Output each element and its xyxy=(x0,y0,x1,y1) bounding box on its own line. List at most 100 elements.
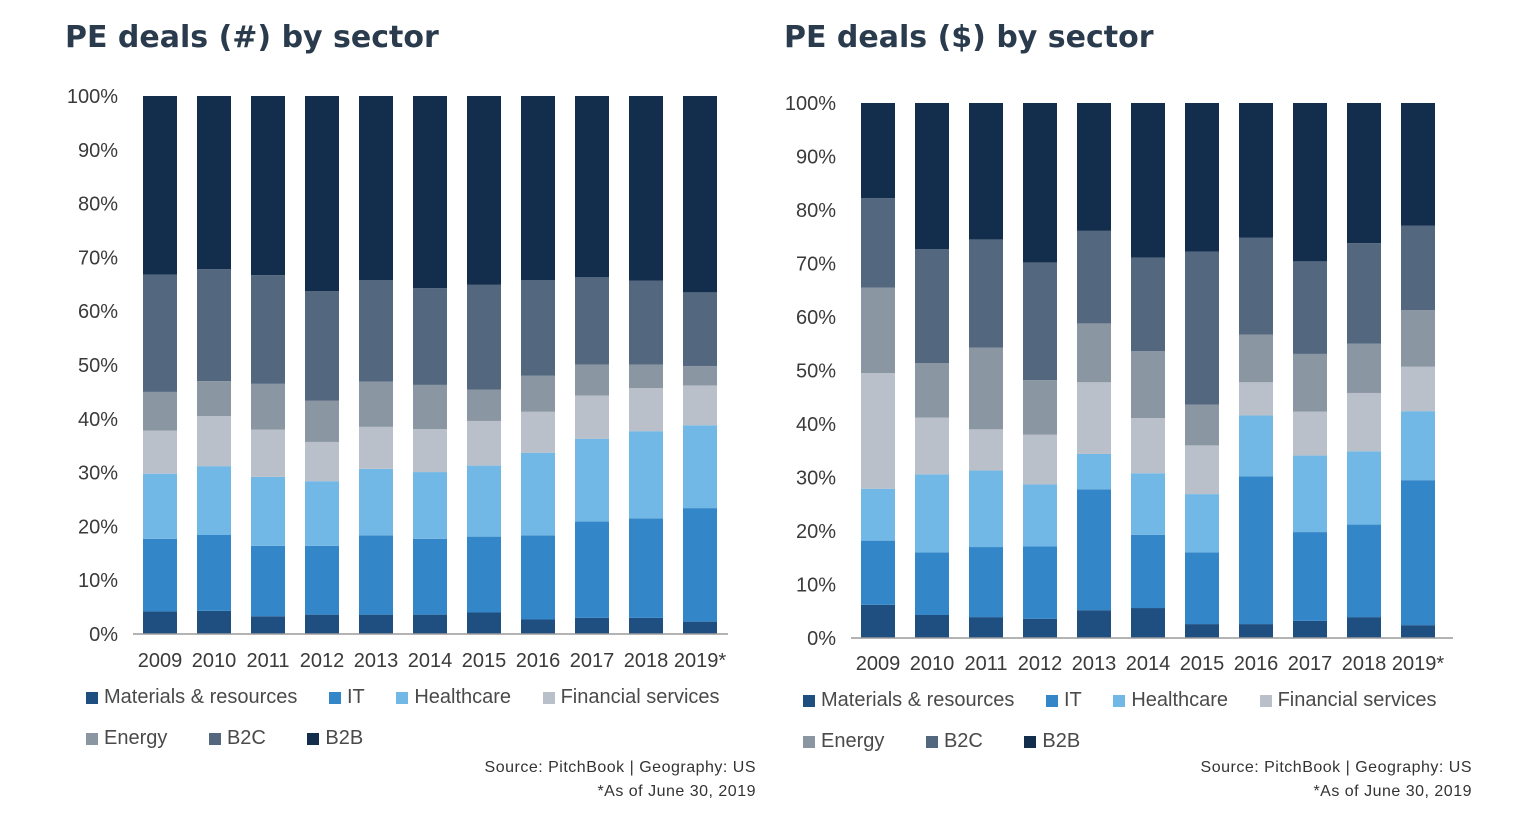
bar-segment-it-2019 xyxy=(1401,480,1435,626)
bar-segment-materials-resources-2014 xyxy=(1131,608,1165,638)
stacked-bar-chart-count: 0% 10% 20% 30% 40% 50% 60% 70% 80% 90% 100% 2009 201… xyxy=(67,86,728,672)
legend-item-energy: Energy xyxy=(803,730,884,753)
legend-swatch xyxy=(542,691,555,704)
bar-segment-b2c-2015 xyxy=(467,284,501,390)
bar-segment-b2b-2015 xyxy=(467,96,501,285)
x-tick-label: 2014 xyxy=(408,650,453,672)
bar-segment-materials-resources-2013 xyxy=(1077,610,1111,638)
y-tick-label: 10% xyxy=(796,575,836,597)
y-tick-label: 40% xyxy=(78,409,118,431)
bar-segment-healthcare-2009 xyxy=(861,488,895,541)
y-tick-label: 10% xyxy=(78,570,118,592)
bar-segment-energy-2009 xyxy=(861,287,895,374)
bar-segment-it-2011 xyxy=(969,547,1003,618)
bar-segment-financial-services-2016 xyxy=(1239,382,1273,416)
bar-segment-it-2013 xyxy=(359,535,393,615)
bar-segment-healthcare-2019 xyxy=(1401,411,1435,481)
y-tick-label: 70% xyxy=(796,254,836,276)
bar-segment-b2c-2016 xyxy=(521,279,555,376)
bar-segment-materials-resources-2009 xyxy=(143,611,177,634)
y-tick-label: 50% xyxy=(78,355,118,377)
legend-item-b2c: B2C xyxy=(208,727,266,750)
legend-swatch xyxy=(925,735,938,748)
bar-segment-b2b-2009 xyxy=(143,96,177,275)
bar-segment-materials-resources-2010 xyxy=(197,610,231,634)
bar-segment-healthcare-2009 xyxy=(143,473,177,539)
bar-segment-financial-services-2018 xyxy=(1347,392,1381,452)
bar-segment-energy-2016 xyxy=(521,375,555,412)
bar-segment-energy-2014 xyxy=(413,384,447,430)
y-tick-label: 80% xyxy=(78,194,118,216)
bar-segment-materials-resources-2015 xyxy=(1185,624,1219,638)
bar-segment-materials-resources-2017 xyxy=(1293,620,1327,638)
bar-segment-b2c-2018 xyxy=(629,280,663,365)
bar-segment-energy-2017 xyxy=(575,364,609,396)
legend-swatch xyxy=(307,732,320,745)
bar-segment-energy-2019 xyxy=(1401,310,1435,367)
legend-swatch xyxy=(396,691,409,704)
bar-segment-healthcare-2010 xyxy=(915,474,949,553)
bar-segment-financial-services-2011 xyxy=(969,429,1003,471)
bar-segment-financial-services-2014 xyxy=(1131,418,1165,474)
bar-segment-b2c-2011 xyxy=(969,239,1003,348)
bar-segment-b2b-2014 xyxy=(1131,103,1165,258)
bar-segment-b2b-2015 xyxy=(1185,103,1219,252)
bar-segment-energy-2015 xyxy=(1185,404,1219,446)
legend-item-healthcare: Healthcare xyxy=(396,686,511,709)
y-tick-label: 90% xyxy=(796,147,836,169)
bar-segment-materials-resources-2012 xyxy=(305,614,339,634)
bar-segment-b2c-2010 xyxy=(197,269,231,382)
y-tick-label: 30% xyxy=(78,463,118,485)
y-tick-label: 80% xyxy=(796,200,836,222)
y-tick-label: 60% xyxy=(796,307,836,329)
x-tick-label: 2018 xyxy=(1342,653,1387,675)
bar-segment-b2c-2015 xyxy=(1185,251,1219,405)
x-tick-label: 2015 xyxy=(462,650,507,672)
bar-segment-financial-services-2018 xyxy=(629,388,663,432)
bar-segment-materials-resources-2018 xyxy=(1347,617,1381,638)
bar-segment-healthcare-2015 xyxy=(467,465,501,537)
bar-segment-energy-2012 xyxy=(305,400,339,442)
bar-segment-energy-2019 xyxy=(683,366,717,386)
bar-segment-materials-resources-2013 xyxy=(359,614,393,634)
x-tick-label: 2010 xyxy=(910,653,955,675)
bar-segment-financial-services-2014 xyxy=(413,429,447,473)
x-tick-label: 2016 xyxy=(516,650,561,672)
x-tick-label: 2010 xyxy=(192,650,237,672)
bar-segment-healthcare-2011 xyxy=(251,476,285,546)
bar-segment-b2b-2013 xyxy=(359,96,393,280)
bar-segment-financial-services-2016 xyxy=(521,411,555,453)
bar-segment-energy-2018 xyxy=(629,364,663,389)
bar-segment-energy-2010 xyxy=(915,363,949,418)
bar-segment-b2b-2018 xyxy=(629,96,663,281)
source-text: Source: PitchBook | Geography: US xyxy=(484,759,756,776)
bar-segment-b2c-2014 xyxy=(1131,257,1165,352)
source-note: Source: PitchBook | Geography: US *As of… xyxy=(1201,756,1472,804)
bar-segment-it-2017 xyxy=(575,521,609,618)
bar-segment-healthcare-2017 xyxy=(575,438,609,522)
bar-segment-b2b-2017 xyxy=(575,96,609,278)
bar-segment-financial-services-2011 xyxy=(251,429,285,477)
bar-segment-it-2009 xyxy=(143,538,177,612)
bar-segment-b2c-2019 xyxy=(683,292,717,367)
bar-segment-it-2009 xyxy=(861,540,895,605)
legend-swatch xyxy=(803,735,815,748)
bar-segment-financial-services-2013 xyxy=(1077,382,1111,454)
legend-swatch xyxy=(1259,694,1272,707)
as-of-note: *As of June 30, 2019 xyxy=(597,783,756,800)
bar-segment-healthcare-2018 xyxy=(629,431,663,519)
legend-swatch xyxy=(1045,694,1058,707)
bar-segment-healthcare-2013 xyxy=(1077,453,1111,490)
y-tick-label: 60% xyxy=(78,301,118,323)
bar-segment-energy-2012 xyxy=(1023,380,1057,435)
bar-segment-it-2010 xyxy=(915,552,949,615)
bar-segment-healthcare-2014 xyxy=(1131,473,1165,535)
bar-segment-healthcare-2017 xyxy=(1293,455,1327,533)
bar-segment-financial-services-2009 xyxy=(143,430,177,474)
bar-segment-b2b-2011 xyxy=(969,103,1003,240)
bar-segment-it-2014 xyxy=(413,538,447,615)
x-tick-label: 2019* xyxy=(674,650,726,672)
bar-segment-b2c-2009 xyxy=(861,198,895,288)
legend-item-it: IT xyxy=(328,686,365,709)
left-chart-panel: PE deals (#) by sector 0% 10% 20% 30% 40% 50%… xyxy=(0,0,764,824)
